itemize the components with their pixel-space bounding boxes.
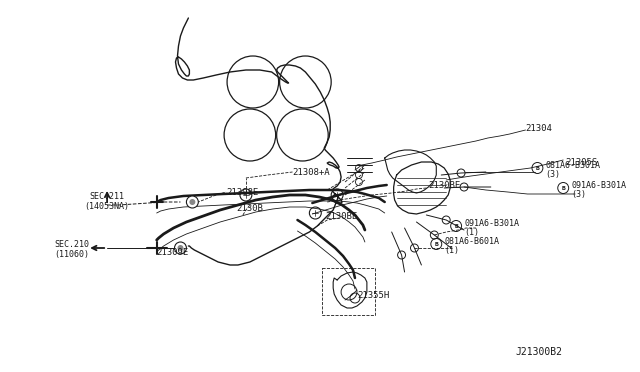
Text: SEC.211: SEC.211 [90, 192, 125, 201]
Text: B: B [536, 166, 540, 170]
Text: B: B [454, 224, 458, 228]
Text: 2130BE: 2130BE [428, 180, 461, 189]
Text: 2130B: 2130B [236, 203, 263, 212]
Text: (1): (1) [444, 246, 460, 254]
Circle shape [175, 242, 186, 254]
Circle shape [177, 245, 184, 251]
Text: (3): (3) [545, 170, 561, 179]
Text: 091A6-B301A: 091A6-B301A [464, 218, 519, 228]
Circle shape [189, 199, 195, 205]
Text: (11060): (11060) [54, 250, 89, 259]
Text: 21309E: 21309E [157, 247, 189, 257]
Circle shape [186, 196, 198, 208]
Text: 21304: 21304 [525, 124, 552, 132]
Text: 091A6-B301A: 091A6-B301A [571, 180, 626, 189]
Text: 21308+A: 21308+A [292, 167, 330, 176]
Text: (14053NA): (14053NA) [84, 202, 129, 211]
Text: B: B [435, 241, 438, 247]
Text: 21355H: 21355H [357, 292, 389, 301]
Text: 081A6-B301A: 081A6-B301A [545, 160, 600, 170]
Text: 2130BE: 2130BE [325, 212, 358, 221]
Text: 21305S: 21305S [565, 157, 598, 167]
Text: (3): (3) [571, 189, 586, 199]
Text: B: B [561, 186, 565, 190]
Text: (1): (1) [464, 228, 479, 237]
Text: J21300B2: J21300B2 [516, 347, 563, 357]
Text: SEC.210: SEC.210 [54, 240, 89, 248]
Text: 21308E: 21308E [226, 187, 259, 196]
Text: 081A6-B601A: 081A6-B601A [444, 237, 499, 246]
